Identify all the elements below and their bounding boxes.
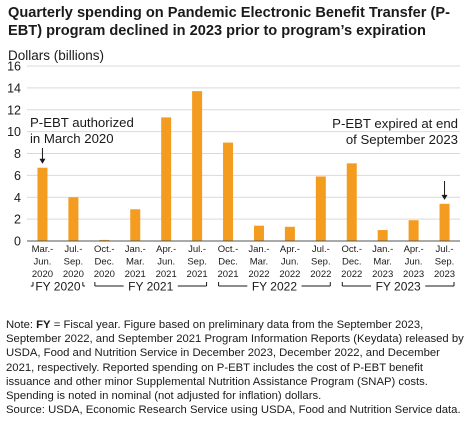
bar — [68, 197, 79, 241]
x-tick-label: Sep. — [435, 257, 455, 268]
y-tick-label: 16 — [7, 60, 21, 74]
bar — [223, 142, 234, 241]
y-tick-label: 10 — [7, 125, 21, 139]
y-tick-label: 2 — [14, 213, 21, 227]
x-tick-label: Mar. — [250, 257, 268, 268]
x-tick-label: 2021 — [187, 269, 208, 280]
x-tick-label: Sep. — [64, 257, 84, 268]
annotation-text: P-EBT expired at end — [332, 116, 458, 131]
note-body: = Fiscal year. Figure based on prelimina… — [6, 319, 464, 403]
y-tick-label: 8 — [14, 147, 21, 161]
x-tick-label: Jul.- — [64, 244, 82, 255]
bar — [346, 163, 357, 241]
annotation-text: of September 2023 — [346, 132, 458, 147]
fy-label: FY 2021 — [128, 280, 173, 294]
x-tick-label: Oct.- — [94, 244, 115, 255]
x-tick-label: 2021 — [125, 269, 146, 280]
x-tick-label: Jun. — [157, 257, 175, 268]
fy-label: FY 2023 — [376, 280, 421, 294]
x-tick-label: 2022 — [279, 269, 300, 280]
x-tick-label: 2021 — [217, 269, 238, 280]
x-tick-label: Sep. — [311, 257, 331, 268]
bar — [130, 209, 141, 241]
x-tick-label: 2021 — [156, 269, 177, 280]
fy-label: FY 2020 — [35, 280, 80, 294]
bar — [377, 230, 388, 241]
x-tick-label: Mar. — [126, 257, 144, 268]
y-tick-label: 4 — [14, 191, 21, 205]
x-tick-label: Mar.- — [32, 244, 54, 255]
source-text: Source: USDA, Economic Research Service … — [6, 404, 461, 417]
bar — [37, 167, 48, 241]
y-tick-label: 0 — [14, 235, 21, 249]
x-tick-label: Jul.- — [436, 244, 454, 255]
note-prefix: Note: — [6, 319, 37, 331]
chart-notes: Note: FY = Fiscal year. Figure based on … — [6, 318, 470, 417]
y-tick-label: 14 — [7, 81, 21, 95]
bar — [315, 176, 326, 241]
x-tick-label: Oct.- — [341, 244, 362, 255]
annotation-text: P-EBT authorized — [30, 115, 134, 130]
x-tick-label: Sep. — [187, 257, 207, 268]
x-tick-label: Apr.- — [156, 244, 176, 255]
x-tick-label: Apr.- — [280, 244, 300, 255]
y-tick-label: 6 — [14, 169, 21, 183]
bar — [284, 226, 295, 241]
bar — [161, 117, 172, 241]
x-tick-label: 2023 — [372, 269, 393, 280]
x-tick-label: 2020 — [94, 269, 115, 280]
x-tick-label: 2023 — [403, 269, 424, 280]
bar — [192, 91, 203, 241]
y-axis-label: Dollars (billions) — [8, 48, 104, 63]
x-tick-label: Jan.- — [372, 244, 393, 255]
x-tick-label: 2022 — [310, 269, 331, 280]
bar — [99, 239, 110, 241]
annotation-arrow-head — [39, 158, 46, 164]
annotation-arrow-head — [441, 194, 448, 200]
x-tick-label: Dec. — [218, 257, 238, 268]
x-tick-label: 2022 — [341, 269, 362, 280]
x-tick-label: Jan.- — [125, 244, 146, 255]
x-tick-label: Jun. — [33, 257, 51, 268]
x-tick-label: Jun. — [405, 257, 423, 268]
fy-label: FY 2022 — [252, 280, 297, 294]
x-tick-label: Dec. — [95, 257, 115, 268]
note-text: Note: FY = Fiscal year. Figure based on … — [6, 318, 470, 403]
y-tick-label: 12 — [7, 103, 21, 117]
x-tick-label: Jul.- — [312, 244, 330, 255]
x-tick-label: Jul.- — [188, 244, 206, 255]
x-tick-label: 2023 — [434, 269, 455, 280]
bar-chart: Dollars (billions) 0 2 4 6 8 10 12 14 16 Mar.- Jun.… — [7, 48, 460, 294]
x-tick-label: 2020 — [63, 269, 84, 280]
x-tick-label: Jan.- — [248, 244, 269, 255]
bar — [253, 225, 264, 241]
chart-title: Quarterly spending on Pandemic Electroni… — [8, 5, 450, 39]
x-tick-label: 2022 — [248, 269, 269, 280]
x-tick-label: Oct.- — [218, 244, 239, 255]
x-tick-label: 2020 — [32, 269, 53, 280]
bar — [439, 203, 450, 241]
note-fy-term: FY — [36, 319, 51, 331]
x-tick-label: Apr.- — [404, 244, 424, 255]
bar — [408, 220, 419, 241]
x-tick-label: Jun. — [281, 257, 299, 268]
x-tick-label: Mar. — [373, 257, 391, 268]
x-tick-label: Dec. — [342, 257, 362, 268]
annotation-text: in March 2020 — [30, 131, 114, 146]
